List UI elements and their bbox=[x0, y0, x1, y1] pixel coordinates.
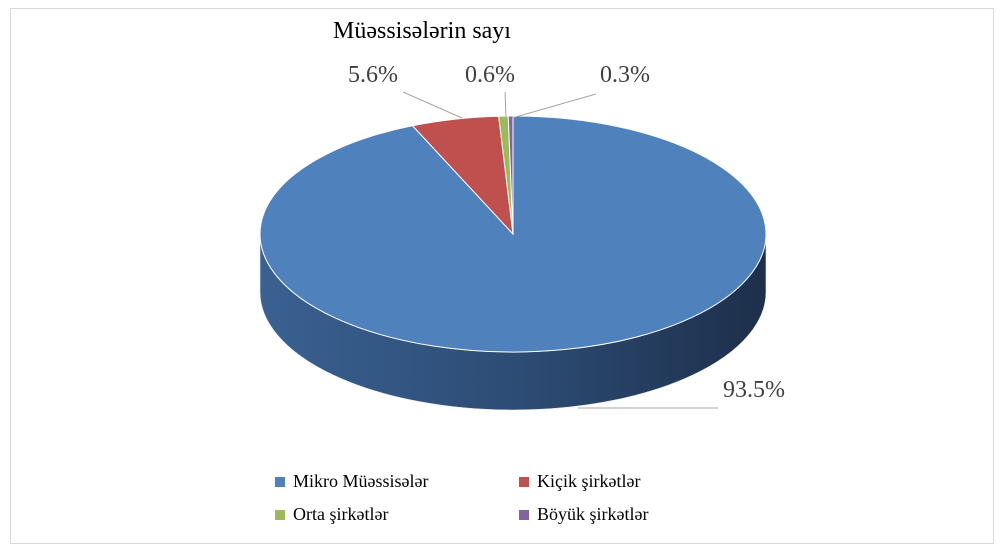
pie-slice-3 bbox=[507, 115, 514, 235]
leader-line-3 bbox=[511, 93, 597, 119]
pie-top bbox=[259, 115, 767, 353]
chart-title: Müəssisələrin sayı bbox=[333, 18, 511, 44]
leader-lines bbox=[402, 91, 718, 409]
data-label-3: 0.3% bbox=[600, 62, 650, 88]
leader-line-2 bbox=[504, 91, 507, 119]
leader-line-1 bbox=[402, 91, 463, 119]
data-label-1: 5.6% bbox=[348, 62, 398, 88]
data-label-2: 0.6% bbox=[465, 62, 515, 88]
data-labels: 93.5% 5.6% 0.6% 0.3% bbox=[348, 62, 785, 403]
data-label-0: 93.5% bbox=[723, 377, 785, 403]
